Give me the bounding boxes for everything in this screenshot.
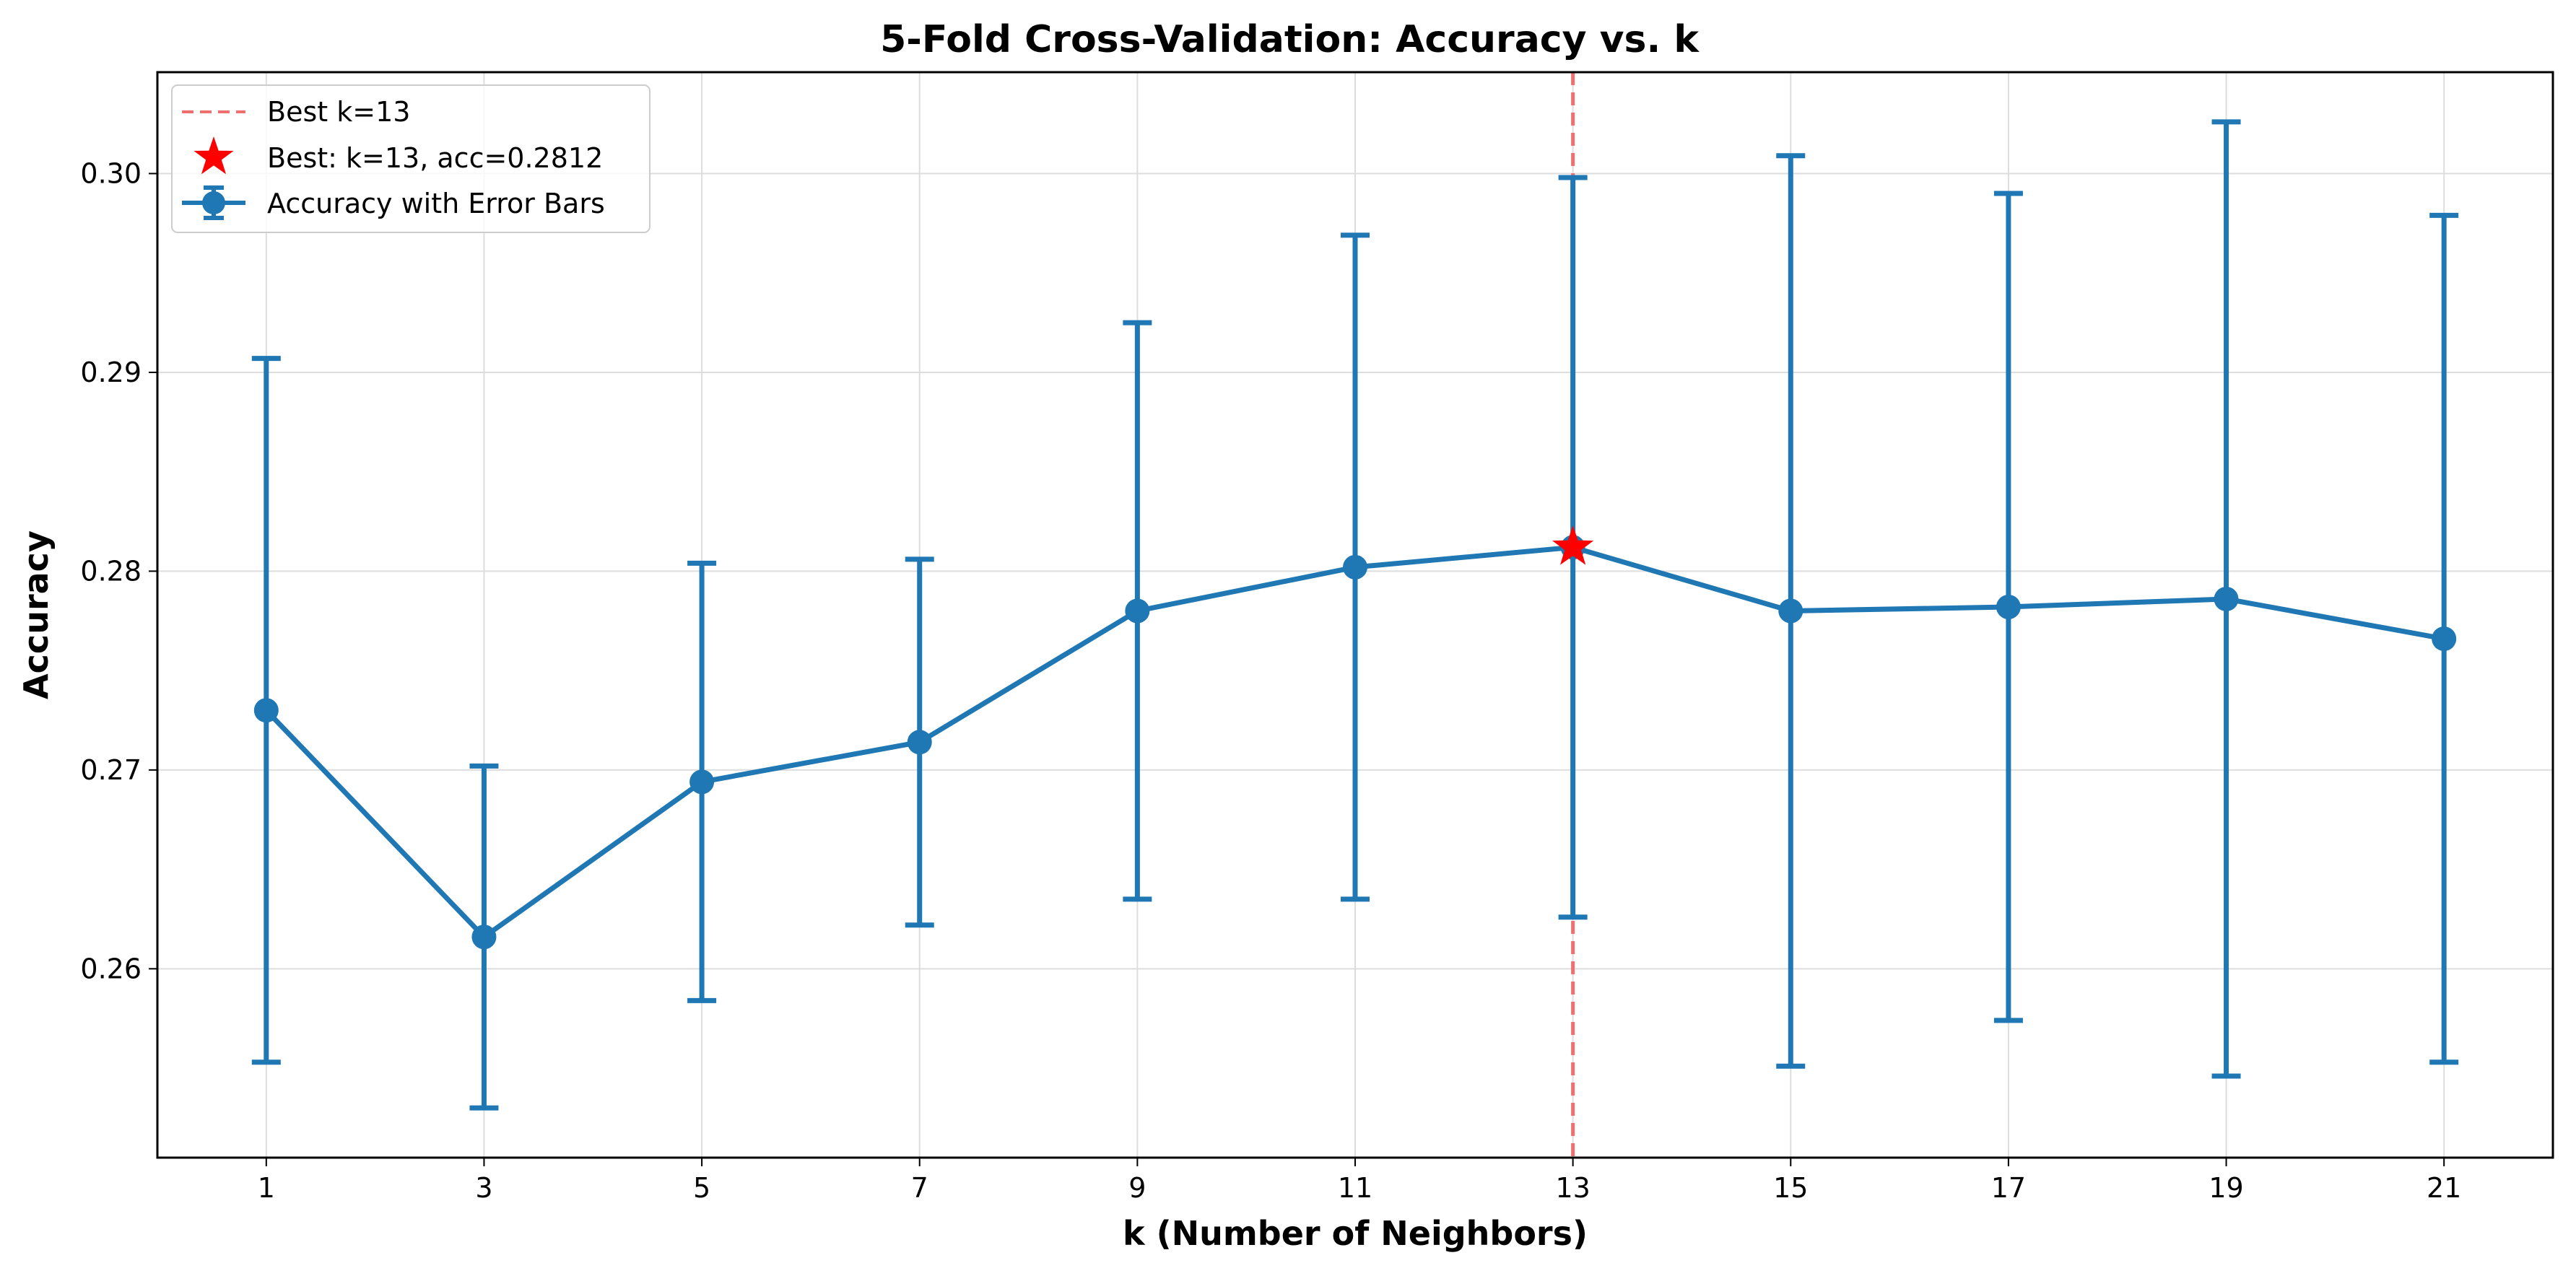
legend-series-marker	[202, 191, 225, 214]
y-tick-label: 0.27	[80, 754, 142, 786]
legend-label-best-point: Best: k=13, acc=0.2812	[267, 142, 603, 174]
x-tick-label: 1	[258, 1172, 275, 1204]
x-tick-label: 11	[1338, 1172, 1372, 1204]
y-tick-label: 0.29	[80, 357, 142, 388]
legend-label-series: Accuracy with Error Bars	[267, 188, 605, 219]
y-axis: 0.26 0.27 0.28 0.29 0.30	[80, 157, 157, 984]
data-point	[253, 698, 279, 723]
data-point	[1343, 554, 1367, 580]
y-tick-label: 0.26	[80, 953, 142, 984]
data-point	[689, 769, 715, 795]
x-tick-label: 17	[1991, 1172, 2026, 1204]
legend-star-marker	[193, 136, 234, 175]
best-point-star	[1552, 525, 1594, 565]
y-axis-label: Accuracy	[17, 530, 56, 699]
data-point	[2214, 586, 2239, 611]
x-tick-label: 19	[2209, 1172, 2243, 1204]
x-tick-label: 9	[1128, 1172, 1146, 1204]
legend-label-best-line: Best k=13	[267, 96, 410, 128]
data-point	[1125, 598, 1150, 624]
data-point	[471, 925, 497, 950]
x-axis-label: k (Number of Neighbors)	[1123, 1214, 1588, 1253]
x-tick-label: 15	[1773, 1172, 1808, 1204]
chart-title: 5-Fold Cross-Validation: Accuracy vs. k	[880, 18, 1700, 61]
legend-box	[171, 84, 650, 233]
x-tick-label: 3	[475, 1172, 492, 1204]
data-point	[1996, 594, 2021, 619]
x-tick-label: 5	[693, 1172, 710, 1204]
legend: Best k=13 Best: k=13, acc=0.2812 Accurac…	[171, 84, 650, 233]
data-point	[2432, 626, 2457, 652]
plot-area	[251, 72, 2459, 1158]
data-point	[907, 730, 932, 755]
data-point	[1778, 598, 1803, 624]
x-tick-label: 21	[2427, 1172, 2461, 1204]
y-tick-label: 0.28	[80, 555, 142, 587]
x-axis: 1 3 5 7 9 11 13 15 17 19 21	[258, 1158, 2461, 1204]
y-tick-label: 0.30	[80, 157, 142, 189]
x-tick-label: 7	[911, 1172, 928, 1204]
x-tick-label: 13	[1555, 1172, 1590, 1204]
